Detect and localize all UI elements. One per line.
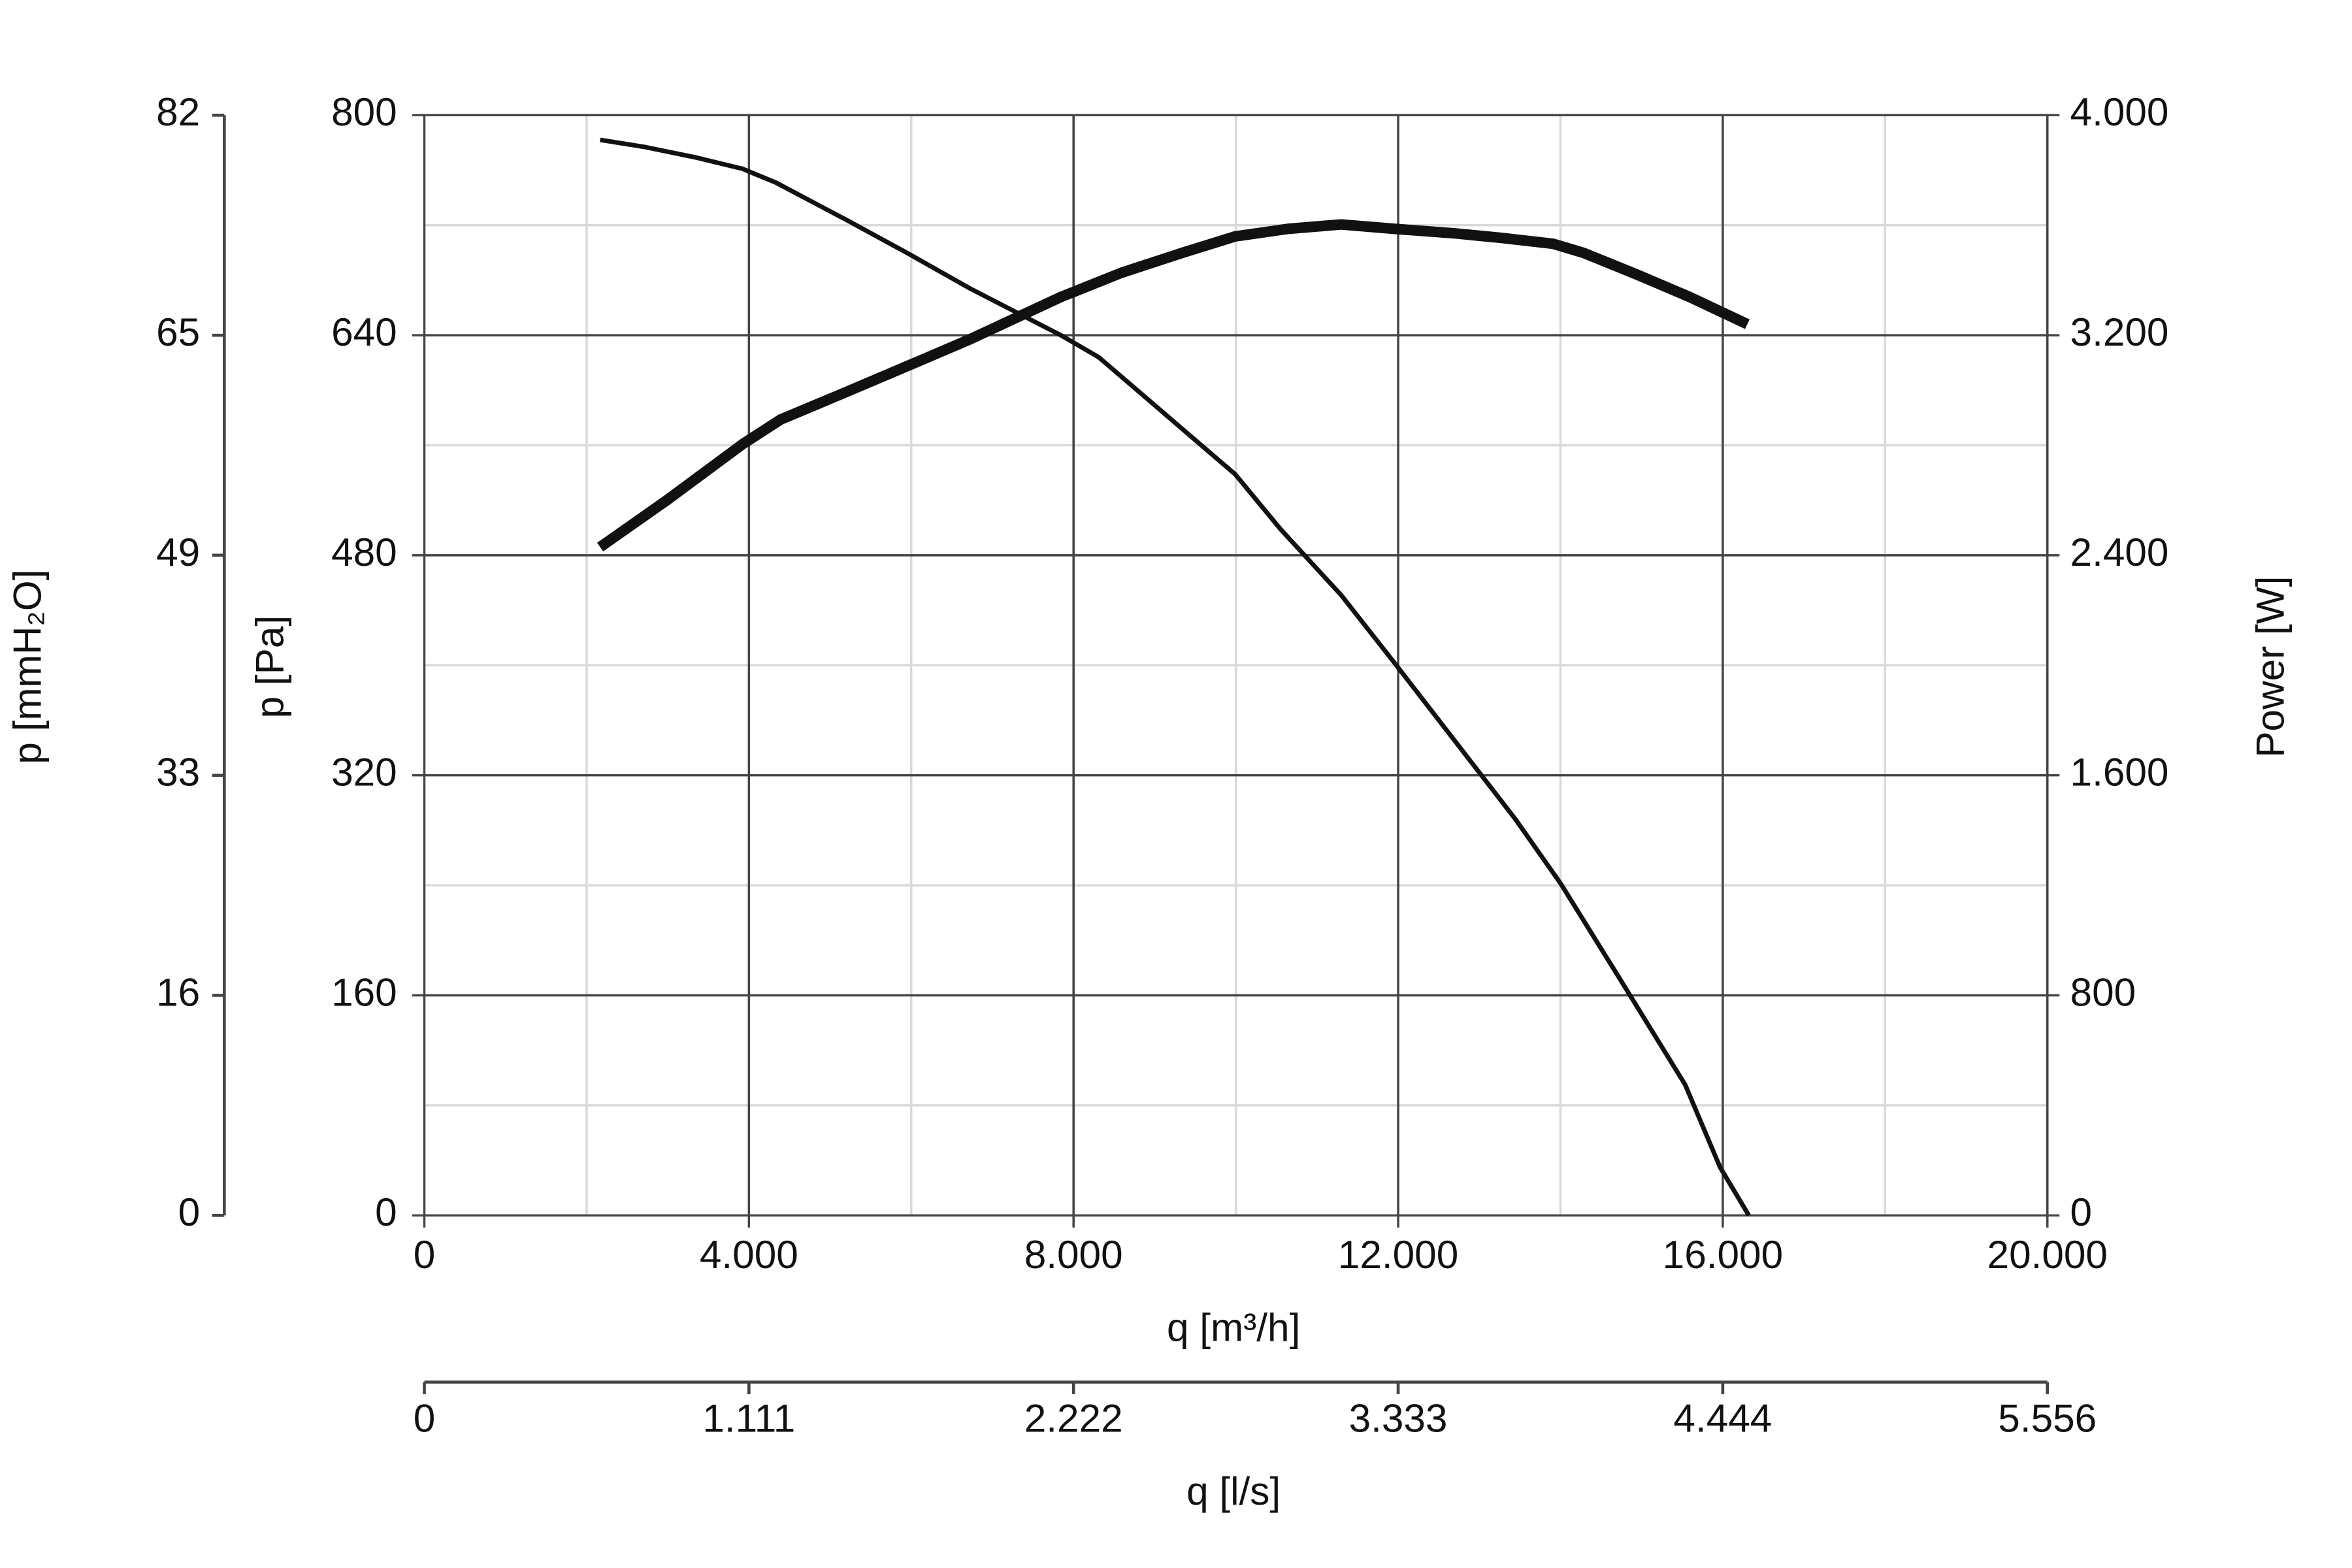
- x-axis-title: q [m³/h]: [1167, 1305, 1300, 1350]
- curve: [596, 219, 1750, 552]
- y-tick-label: 800: [331, 90, 397, 134]
- x-tick-label: 8.000: [1024, 1232, 1123, 1277]
- y3-tick-label: 82: [156, 90, 200, 134]
- x2-tick-label: 5.556: [1998, 1396, 2097, 1441]
- x2-tick-label: 4.444: [1673, 1396, 1772, 1441]
- y2-tick-label: 0: [2070, 1190, 2093, 1234]
- y3-tick-label: 65: [156, 310, 200, 354]
- y3-tick-label: 16: [156, 970, 200, 1014]
- x-tick-label: 20.000: [1987, 1232, 2108, 1277]
- y3-tick-label: 33: [156, 750, 200, 794]
- y3-tick-label: 49: [156, 530, 200, 574]
- y-tick-label: 160: [331, 970, 397, 1014]
- y-tick-label: 480: [331, 530, 397, 574]
- x-tick-label: 0: [414, 1232, 436, 1277]
- x2-tick-label: 1.111: [702, 1396, 795, 1441]
- y-tick-label: 0: [375, 1190, 397, 1234]
- y3-axis-title: p [mmH₂O]: [5, 570, 49, 764]
- x2-tick-label: 3.333: [1349, 1396, 1448, 1441]
- y-tick-label: 320: [331, 750, 397, 794]
- x2-axis-title: q [l/s]: [1186, 1469, 1281, 1513]
- x-tick-label: 12.000: [1338, 1232, 1458, 1277]
- y-tick-label: 640: [331, 310, 397, 354]
- y2-tick-label: 3.200: [2070, 310, 2169, 354]
- y3-tick-label: 0: [178, 1190, 201, 1234]
- y2-tick-label: 4.000: [2070, 90, 2169, 134]
- y-axis-title: p [Pa]: [247, 615, 291, 719]
- x-tick-label: 16.000: [1663, 1232, 1783, 1277]
- x-tick-label: 4.000: [700, 1232, 798, 1277]
- curve: [600, 137, 1751, 1217]
- y2-tick-label: 2.400: [2070, 530, 2169, 574]
- y2-tick-label: 800: [2070, 970, 2136, 1014]
- y2-axis-title: Power [W]: [2247, 576, 2292, 758]
- y2-tick-label: 1.600: [2070, 750, 2169, 794]
- x2-tick-label: 2.222: [1024, 1396, 1123, 1441]
- x2-tick-label: 0: [414, 1396, 436, 1441]
